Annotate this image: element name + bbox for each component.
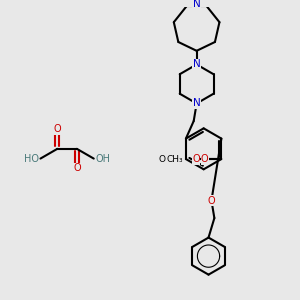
Text: methoxy: methoxy bbox=[179, 158, 185, 160]
Text: OCH₃: OCH₃ bbox=[159, 154, 182, 164]
Text: O: O bbox=[53, 124, 61, 134]
Text: O: O bbox=[73, 163, 81, 173]
Text: HO: HO bbox=[23, 154, 38, 164]
Text: N: N bbox=[193, 0, 200, 9]
Text: O: O bbox=[201, 154, 208, 164]
Text: O: O bbox=[208, 196, 215, 206]
Text: CH₃: CH₃ bbox=[167, 154, 183, 164]
Text: OH: OH bbox=[96, 154, 111, 164]
Text: N: N bbox=[193, 98, 200, 109]
Text: O: O bbox=[192, 154, 200, 164]
Text: N: N bbox=[193, 59, 200, 70]
